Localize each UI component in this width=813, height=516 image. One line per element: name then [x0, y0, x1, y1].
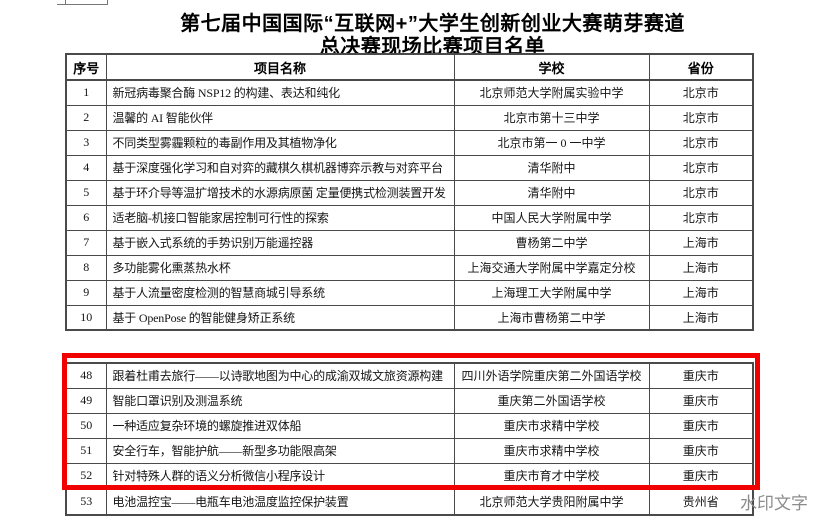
table-row: 49 智能口罩识别及测温系统 重庆第二外国语学校 重庆市	[65, 387, 754, 414]
cell-serial: 8	[65, 254, 107, 281]
cell-project-name: 适老脑-机接口智能家居控制可行性的探索	[105, 204, 455, 231]
cell-project-name: 新冠病毒聚合酶 NSP12 的构建、表达和纯化	[105, 79, 455, 106]
cell-project-name: 跟着杜甫去旅行——以诗歌地图为中心的成渝双城文旅资源构建	[105, 362, 455, 389]
cell-school: 四川外语学院重庆第二外国语学校	[453, 362, 650, 389]
table-row: 6 适老脑-机接口智能家居控制可行性的探索 中国人民大学附属中学 北京市	[65, 204, 754, 231]
table-row: 7 基于嵌入式系统的手势识别万能遥控器 曹杨第二中学 上海市	[65, 229, 754, 256]
table-row: 1 新冠病毒聚合酶 NSP12 的构建、表达和纯化 北京师范大学附属实验中学 北京市	[65, 79, 754, 106]
header-school: 学校	[453, 53, 650, 81]
cell-serial: 50	[65, 412, 107, 439]
cell-serial: 10	[65, 304, 107, 331]
watermark-text: 水印文字	[740, 494, 808, 513]
cell-school: 上海交通大学附属中学嘉定分校	[453, 254, 650, 281]
cell-school: 重庆市求精中学校	[453, 412, 650, 439]
table-edge-fragment	[57, 4, 108, 5]
project-table-lower: 48 跟着杜甫去旅行——以诗歌地图为中心的成渝双城文旅资源构建 四川外语学院重庆第二…	[65, 362, 754, 516]
cell-serial: 7	[65, 229, 107, 256]
table-row: 50 一种适应复杂环境的螺旋推进双体船 重庆市求精中学校 重庆市	[65, 412, 754, 439]
cell-province: 北京市	[648, 104, 754, 131]
table-row: 2 温馨的 AI 智能伙伴 北京市第十三中学 北京市	[65, 104, 754, 131]
cell-province: 重庆市	[648, 362, 754, 389]
cell-school: 北京市第十三中学	[453, 104, 650, 131]
cell-project-name: 一种适应复杂环境的螺旋推进双体船	[105, 412, 455, 439]
cell-serial: 49	[65, 387, 107, 414]
cell-project-name: 基于 OpenPose 的智能健身矫正系统	[105, 304, 455, 331]
cell-serial: 1	[65, 79, 107, 106]
cell-school: 北京师范大学附属实验中学	[453, 79, 650, 106]
cell-serial: 51	[65, 437, 107, 464]
project-table-upper: 序号 项目名称 学校 省份 1 新冠病毒聚合酶 NSP12 的构建、表达和纯化 北京…	[65, 53, 754, 331]
cell-province: 上海市	[648, 229, 754, 256]
competition-title-line1: 第七届中国国际“互联网+”大学生创新创业大赛萌芽赛道	[180, 13, 685, 35]
cell-serial: 53	[65, 487, 107, 516]
cell-province: 上海市	[648, 279, 754, 306]
cell-project-name: 温馨的 AI 智能伙伴	[105, 104, 455, 131]
cell-school: 中国人民大学附属中学	[453, 204, 650, 231]
cell-serial: 3	[65, 129, 107, 156]
cell-school: 上海理工大学附属中学	[453, 279, 650, 306]
cell-project-name: 电池温控宝——电瓶车电池温度监控保护装置	[105, 487, 455, 516]
table-row: 53 电池温控宝——电瓶车电池温度监控保护装置 北京师范大学贵阳附属中学 贵州省	[65, 487, 754, 516]
table-row: 52 针对特殊人群的语义分析微信小程序设计 重庆市育才中学校 重庆市	[65, 462, 754, 489]
cell-province: 北京市	[648, 179, 754, 206]
cell-serial: 4	[65, 154, 107, 181]
cell-school: 重庆市求精中学校	[453, 437, 650, 464]
cell-province: 重庆市	[648, 412, 754, 439]
table-row: 8 多功能雾化熏蒸热水杯 上海交通大学附属中学嘉定分校 上海市	[65, 254, 754, 281]
table-edge-fragment	[65, 0, 66, 4]
cell-project-name: 针对特殊人群的语义分析微信小程序设计	[105, 462, 455, 489]
cell-school: 上海市曹杨第二中学	[453, 304, 650, 331]
cell-project-name: 基于环介导等温扩增技术的水源病原菌 定量便携式检测装置开发	[105, 179, 455, 206]
table-row: 4 基于深度强化学习和自对弈的藏棋久棋机器博弈示教与对弈平台 清华附中 北京市	[65, 154, 754, 181]
cell-serial: 48	[65, 362, 107, 389]
cell-serial: 52	[65, 462, 107, 489]
cell-school: 清华附中	[453, 179, 650, 206]
cell-province: 重庆市	[648, 387, 754, 414]
cell-serial: 2	[65, 104, 107, 131]
cell-province: 北京市	[648, 204, 754, 231]
header-project-name: 项目名称	[105, 53, 455, 81]
cell-project-name: 基于嵌入式系统的手势识别万能遥控器	[105, 229, 455, 256]
cell-project-name: 多功能雾化熏蒸热水杯	[105, 254, 455, 281]
cell-project-name: 基于人流量密度检测的智慧商城引导系统	[105, 279, 455, 306]
cell-serial: 6	[65, 204, 107, 231]
cell-province: 北京市	[648, 79, 754, 106]
cell-school: 曹杨第二中学	[453, 229, 650, 256]
table-row: 3 不同类型雾霾颗粒的毒副作用及其植物净化 北京市第一 0 一中学 北京市	[65, 129, 754, 156]
cell-project-name: 安全行车，智能护航——新型多功能限高架	[105, 437, 455, 464]
cell-project-name: 不同类型雾霾颗粒的毒副作用及其植物净化	[105, 129, 455, 156]
table-row: 51 安全行车，智能护航——新型多功能限高架 重庆市求精中学校 重庆市	[65, 437, 754, 464]
header-province: 省份	[648, 53, 754, 81]
table-header-row: 序号 项目名称 学校 省份	[65, 53, 754, 81]
table-row: 9 基于人流量密度检测的智慧商城引导系统 上海理工大学附属中学 上海市	[65, 279, 754, 306]
cell-school: 北京市第一 0 一中学	[453, 129, 650, 156]
cell-province: 上海市	[648, 304, 754, 331]
cell-province: 重庆市	[648, 462, 754, 489]
table-row: 10 基于 OpenPose 的智能健身矫正系统 上海市曹杨第二中学 上海市	[65, 304, 754, 331]
cell-serial: 9	[65, 279, 107, 306]
cell-serial: 5	[65, 179, 107, 206]
cell-project-name: 基于深度强化学习和自对弈的藏棋久棋机器博弈示教与对弈平台	[105, 154, 455, 181]
cell-school: 清华附中	[453, 154, 650, 181]
cell-province: 上海市	[648, 254, 754, 281]
table-row: 48 跟着杜甫去旅行——以诗歌地图为中心的成渝双城文旅资源构建 四川外语学院重庆第二…	[65, 362, 754, 389]
cell-school: 重庆第二外国语学校	[453, 387, 650, 414]
cell-province: 贵州省	[648, 487, 754, 516]
competition-title-line2: 总决赛现场比赛项目名单	[319, 36, 546, 58]
cell-province: 北京市	[648, 129, 754, 156]
table-edge-fragment	[107, 0, 108, 4]
cell-school: 北京师范大学贵阳附属中学	[453, 487, 650, 516]
cell-province: 重庆市	[648, 437, 754, 464]
cell-province: 北京市	[648, 154, 754, 181]
cell-project-name: 智能口罩识别及测温系统	[105, 387, 455, 414]
cell-school: 重庆市育才中学校	[453, 462, 650, 489]
table-row: 5 基于环介导等温扩增技术的水源病原菌 定量便携式检测装置开发 清华附中 北京市	[65, 179, 754, 206]
header-serial: 序号	[65, 53, 107, 81]
